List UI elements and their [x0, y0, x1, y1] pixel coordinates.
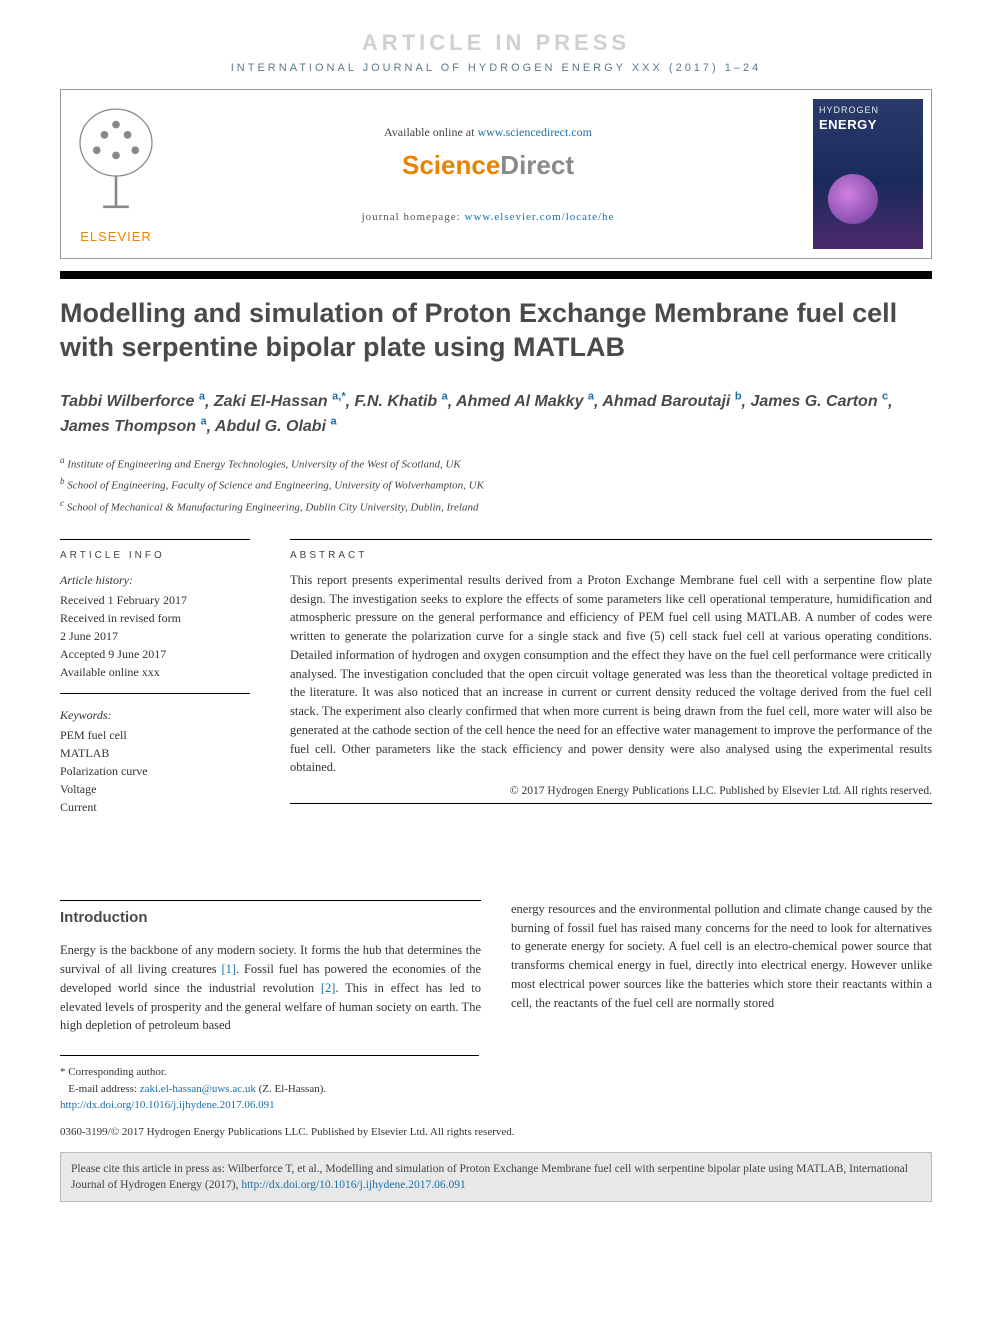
sciencedirect-url[interactable]: www.sciencedirect.com [477, 125, 592, 139]
elsevier-tree-icon [71, 104, 161, 220]
citation-ref-1[interactable]: [1] [221, 962, 236, 976]
doi-link[interactable]: http://dx.doi.org/10.1016/j.ijhydene.201… [60, 1099, 275, 1111]
author-affiliation-marker: b [735, 391, 742, 403]
author-affiliation-marker: a [200, 416, 206, 428]
cite-doi-link[interactable]: http://dx.doi.org/10.1016/j.ijhydene.201… [241, 1179, 465, 1191]
issn-copyright-line: 0360-3199/© 2017 Hydrogen Energy Publica… [60, 1126, 932, 1138]
history-label: Article history: [60, 571, 250, 589]
keyword-item: Voltage [60, 780, 250, 798]
email-suffix: (Z. El-Hassan). [256, 1083, 326, 1095]
homepage-prefix: journal homepage: [362, 211, 465, 223]
intro-paragraph-right: energy resources and the environmental p… [511, 900, 932, 1013]
author: James Thompson a [60, 418, 207, 435]
cover-graphic-icon [828, 174, 878, 224]
abstract-text: This report presents experimental result… [290, 571, 932, 777]
journal-homepage-url[interactable]: www.elsevier.com/locate/he [465, 211, 615, 223]
elsevier-wordmark: ELSEVIER [71, 229, 161, 244]
keyword-item: Polarization curve [60, 762, 250, 780]
corresponding-author-block: * Corresponding author. E-mail address: … [60, 1055, 479, 1114]
email-label: E-mail address: [68, 1083, 139, 1095]
journal-cover-thumbnail: HYDROGEN ENERGY [813, 99, 923, 249]
abstract-column: ABSTRACT This report presents experiment… [290, 539, 932, 840]
sciencedirect-logo: ScienceDirect [181, 150, 795, 181]
author-affiliation-marker: c [882, 391, 888, 403]
sd-word-direct: Direct [500, 150, 574, 180]
author-affiliation-marker: a,* [332, 391, 345, 403]
abstract-copyright: © 2017 Hydrogen Energy Publications LLC.… [290, 785, 932, 797]
author: Ahmed Al Makky a [456, 393, 594, 410]
title-rule [60, 271, 932, 279]
affiliation-line: b School of Engineering, Faculty of Scie… [60, 474, 932, 495]
history-line: 2 June 2017 [60, 627, 250, 645]
keyword-item: PEM fuel cell [60, 726, 250, 744]
keywords-block: Keywords: PEM fuel cellMATLABPolarizatio… [60, 706, 250, 828]
body-two-column: Introduction Energy is the backbone of a… [60, 900, 932, 1035]
history-line: Accepted 9 June 2017 [60, 645, 250, 663]
elsevier-logo: ELSEVIER [61, 94, 171, 254]
available-prefix: Available online at [384, 125, 477, 139]
corresponding-label: * Corresponding author. [60, 1064, 479, 1081]
article-info-heading: ARTICLE INFO [60, 539, 250, 561]
author: Zaki El-Hassan a,* [214, 393, 346, 410]
author-affiliation-marker: a [199, 391, 205, 403]
affiliation-line: a Institute of Engineering and Energy Te… [60, 453, 932, 474]
section-heading-introduction: Introduction [60, 900, 481, 930]
body-column-left: Introduction Energy is the backbone of a… [60, 900, 481, 1035]
intro-paragraph-left: Energy is the backbone of any modern soc… [60, 941, 481, 1035]
article-history-block: Article history: Received 1 February 201… [60, 571, 250, 694]
history-line: Available online xxx [60, 663, 250, 681]
journal-running-header: INTERNATIONAL JOURNAL OF HYDROGEN ENERGY… [60, 62, 932, 74]
sd-word-science: Science [402, 150, 500, 180]
citation-ref-2[interactable]: [2] [321, 981, 336, 995]
cite-text: Please cite this article in press as: Wi… [71, 1163, 908, 1191]
cover-line2: ENERGY [819, 117, 917, 132]
email-line: E-mail address: zaki.el-hassan@uws.ac.uk… [60, 1081, 479, 1098]
article-info-sidebar: ARTICLE INFO Article history: Received 1… [60, 539, 250, 840]
history-line: Received 1 February 2017 [60, 591, 250, 609]
author-affiliation-marker: a [442, 391, 448, 403]
affiliations-list: a Institute of Engineering and Energy Te… [60, 453, 932, 517]
author-affiliation-marker: a [588, 391, 594, 403]
author: Abdul G. Olabi a [215, 418, 337, 435]
abstract-bottom-rule [290, 803, 932, 804]
citation-box: Please cite this article in press as: Wi… [60, 1152, 932, 1202]
author-affiliation-marker: a [330, 416, 336, 428]
journal-homepage-line: journal homepage: www.elsevier.com/locat… [181, 211, 795, 223]
keywords-label: Keywords: [60, 706, 250, 724]
keyword-item: Current [60, 798, 250, 816]
author: Tabbi Wilberforce a [60, 393, 205, 410]
abstract-heading: ABSTRACT [290, 539, 932, 561]
author-list: Tabbi Wilberforce a, Zaki El-Hassan a,*,… [60, 389, 932, 440]
available-online-line: Available online at www.sciencedirect.co… [181, 125, 795, 140]
affiliation-line: c School of Mechanical & Manufacturing E… [60, 496, 932, 517]
author: James G. Carton c [750, 393, 888, 410]
corresponding-email[interactable]: zaki.el-hassan@uws.ac.uk [140, 1083, 256, 1095]
cover-line1: HYDROGEN [819, 105, 917, 115]
author: F.N. Khatib a [355, 393, 448, 410]
history-line: Received in revised form [60, 609, 250, 627]
keyword-item: MATLAB [60, 744, 250, 762]
article-title: Modelling and simulation of Proton Excha… [60, 297, 932, 365]
journal-masthead: ELSEVIER Available online at www.science… [60, 89, 932, 259]
article-in-press-banner: ARTICLE IN PRESS [60, 30, 932, 56]
body-column-right: energy resources and the environmental p… [511, 900, 932, 1035]
author: Ahmad Baroutaji b [602, 393, 741, 410]
